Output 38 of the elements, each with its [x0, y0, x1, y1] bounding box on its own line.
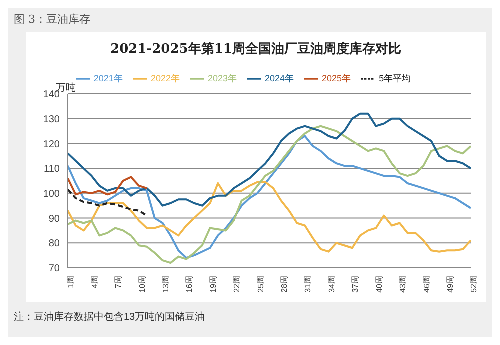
y-tick-label: 70 — [48, 264, 60, 275]
x-tick-label: 46周 — [422, 276, 432, 293]
x-tick-label: 40周 — [374, 276, 384, 293]
y-tick-label: 80 — [48, 238, 60, 250]
x-tick-label: 25周 — [256, 276, 266, 293]
x-tick-label: 34周 — [327, 276, 336, 293]
line-series — [68, 112, 471, 207]
x-tick-label: 10周 — [138, 276, 147, 293]
legend-label: 2021年 — [94, 73, 123, 84]
x-tick-label: 43周 — [398, 276, 408, 293]
line-series — [68, 181, 471, 253]
chart-title: 2021-2025年第11周全国油厂豆油周度库存对比 — [110, 40, 402, 58]
x-tick-label: 37周 — [351, 276, 360, 293]
x-tick-label: 1周 — [66, 276, 76, 288]
x-tick-label: 49周 — [446, 276, 455, 293]
line-series — [68, 176, 148, 196]
line-series — [68, 188, 148, 217]
x-tick-label: 31周 — [304, 276, 313, 293]
x-tick-label: 19周 — [208, 276, 218, 293]
x-tick-label: 7周 — [114, 276, 124, 288]
legend-label: 5年平均 — [379, 73, 412, 84]
y-tick-label: 110 — [44, 164, 60, 176]
legend-label: 2024年 — [265, 73, 294, 84]
text: 注：豆油库存数据中包含13万吨的国储豆油 — [14, 310, 206, 324]
y-tick-label: 90 — [48, 214, 60, 225]
y-tick-label: 130 — [43, 114, 60, 126]
legend-label: 2025年 — [322, 73, 352, 84]
x-tick-label: 28周 — [280, 276, 290, 293]
x-tick-label: 4周 — [90, 276, 100, 288]
caption: 图 3：豆油库存 — [14, 12, 90, 27]
legend-label: 2022年 — [150, 73, 180, 84]
legend-label: 2023年 — [208, 73, 237, 84]
y-tick-label: 120 — [43, 139, 60, 150]
x-tick-label: 52周 — [470, 276, 479, 293]
x-tick-label: 16周 — [185, 276, 194, 293]
x-tick-label: 22周 — [232, 276, 242, 293]
y-tick-label: 100 — [43, 188, 60, 200]
x-tick-label: 13周 — [162, 276, 171, 293]
